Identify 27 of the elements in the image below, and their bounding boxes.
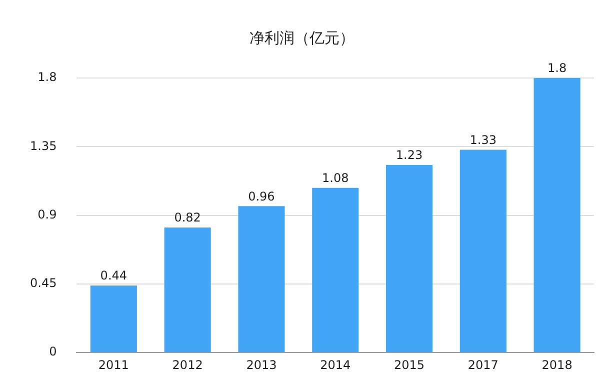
bar <box>534 78 580 352</box>
data-label: 0.82 <box>174 210 201 225</box>
data-label: 1.23 <box>396 148 423 162</box>
data-label: 0.96 <box>248 189 275 204</box>
x-tick-label: 2017 <box>468 358 498 372</box>
x-tick-label: 2014 <box>320 358 351 372</box>
bar <box>164 228 211 352</box>
y-tick-label: 1.8 <box>38 70 57 84</box>
bar <box>460 150 506 352</box>
chart-title: 净利润（亿元） <box>250 28 354 47</box>
data-label: 0.44 <box>100 268 128 283</box>
y-tick-label: 0.45 <box>30 276 57 290</box>
data-label: 1.33 <box>470 132 497 147</box>
y-tick-label: 0.9 <box>38 207 57 222</box>
x-tick-label: 2012 <box>172 358 203 372</box>
bar <box>238 206 285 352</box>
y-tick-label: 0 <box>49 344 57 359</box>
bar <box>90 285 137 352</box>
bar <box>386 164 433 352</box>
bar <box>312 188 359 352</box>
x-tick-label: 2018 <box>542 358 572 372</box>
x-tick-label: 2015 <box>394 358 425 372</box>
y-tick-label: 1.35 <box>30 138 57 153</box>
x-tick-label: 2011 <box>98 358 129 372</box>
data-label: 1.8 <box>548 61 567 76</box>
x-tick-label: 2013 <box>246 358 277 372</box>
data-label: 1.08 <box>322 170 349 185</box>
